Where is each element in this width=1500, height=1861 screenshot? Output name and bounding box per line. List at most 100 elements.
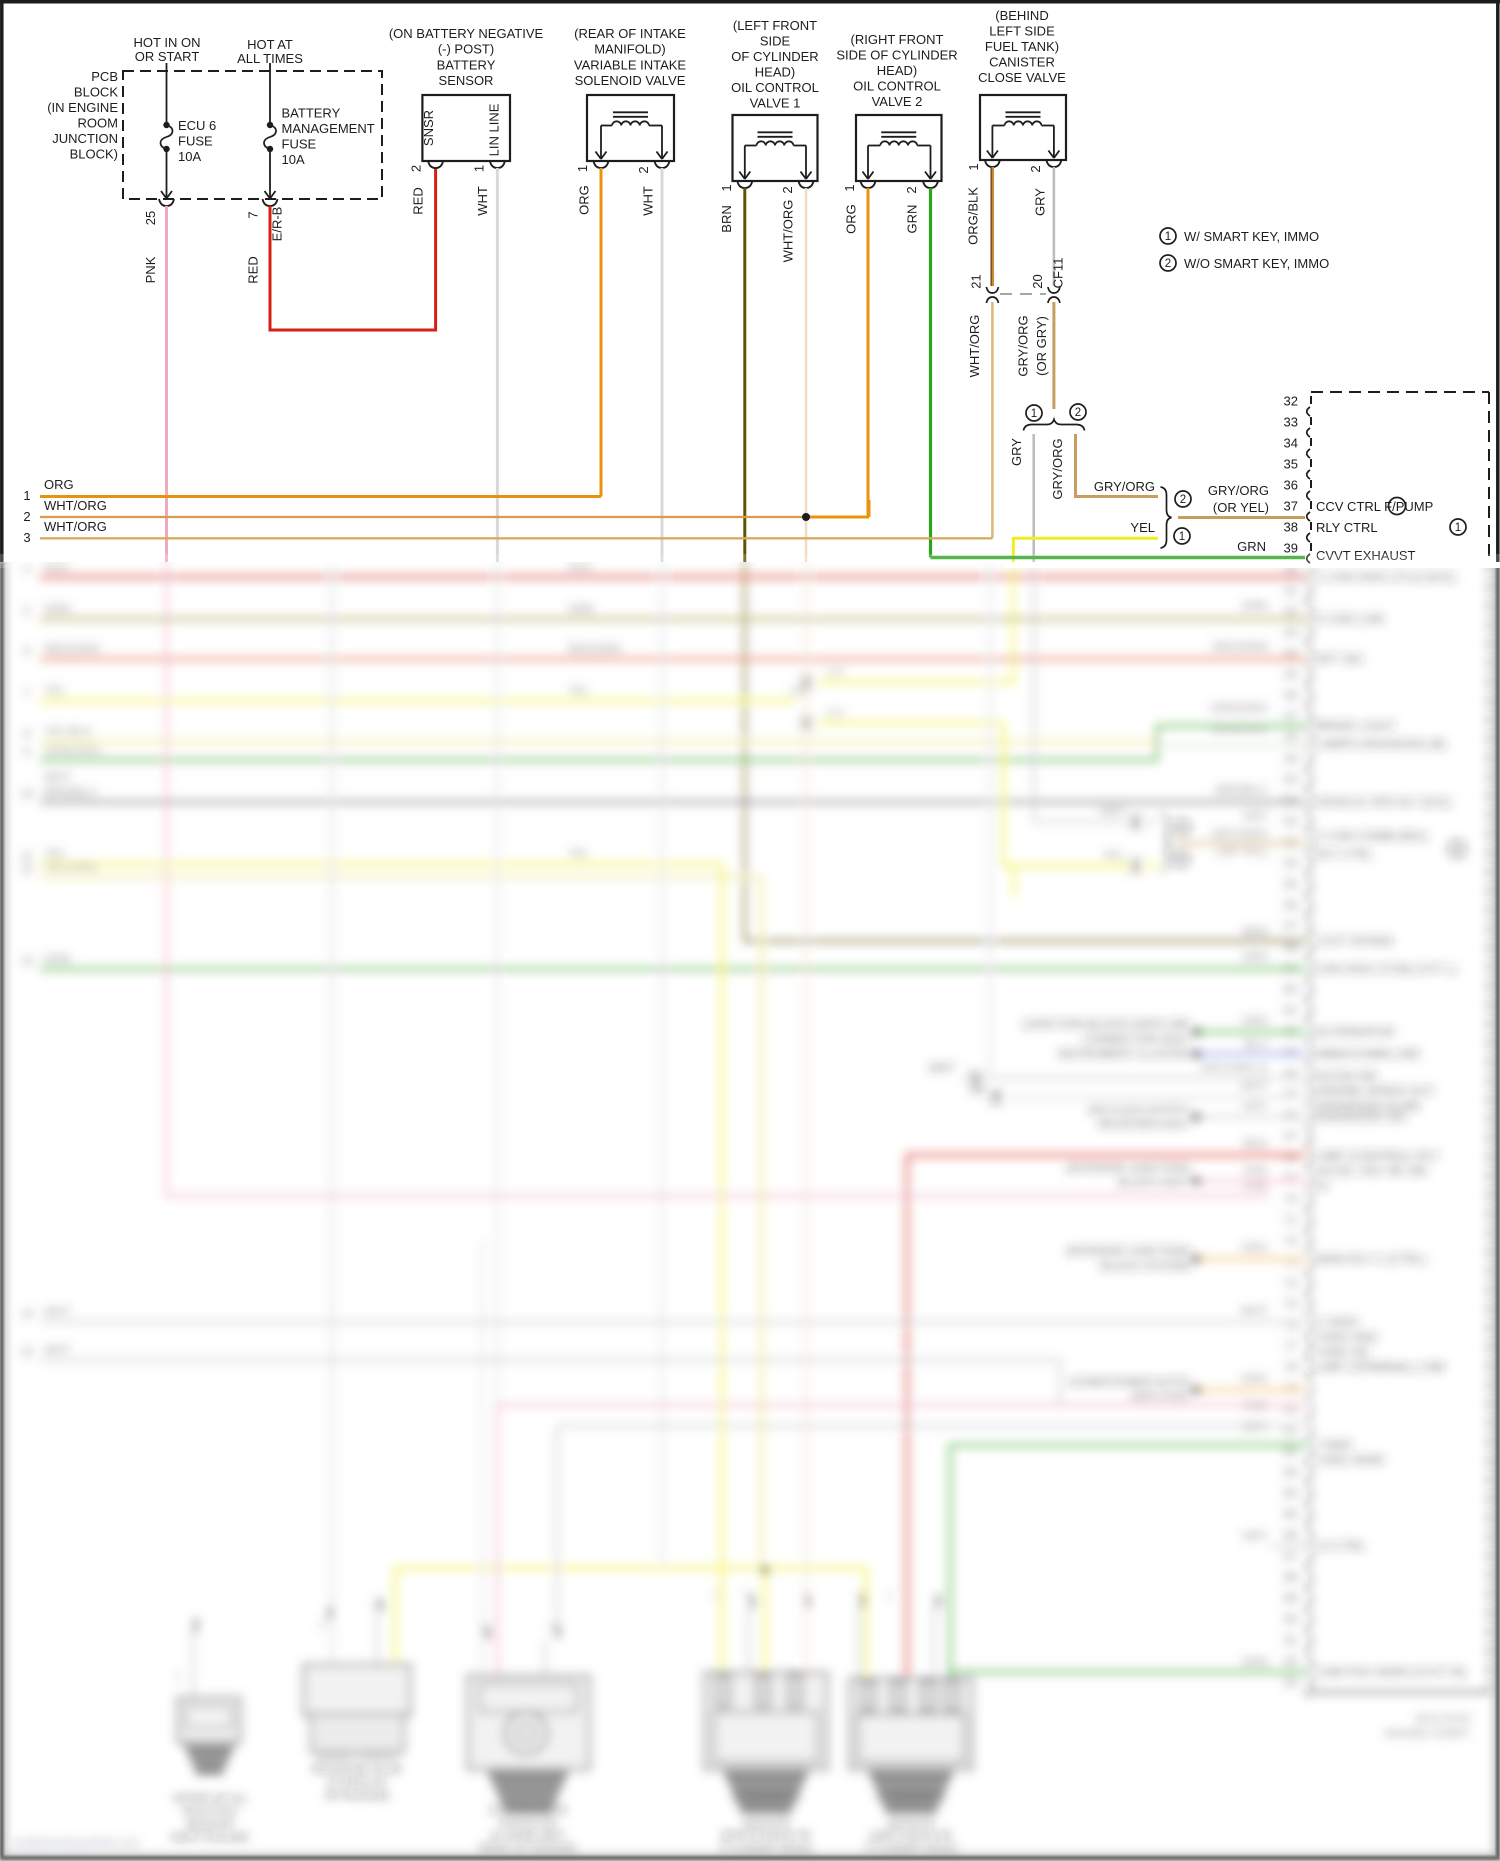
svg-text:2: 2 [409, 165, 424, 172]
svg-text:BRAKE LIGHT: BRAKE LIGHT [1316, 719, 1396, 733]
svg-text:78: 78 [1284, 1360, 1298, 1375]
svg-text:W/ SMART KEY, IMMO: W/ SMART KEY, IMMO [1184, 229, 1319, 244]
svg-text:PNK: PNK [1243, 1164, 1268, 1178]
svg-text:GRY: GRY [1242, 1529, 1268, 1543]
svg-text:72: 72 [1284, 1234, 1298, 1249]
svg-text:CVVT EXHAUST: CVVT EXHAUST [1316, 548, 1416, 563]
svg-text:(-) POST): (-) POST) [438, 42, 494, 57]
svg-text:MANAGEMENT: MANAGEMENT [282, 121, 375, 136]
svg-text:CVVT INTAKE: CVVT INTAKE [1316, 934, 1394, 948]
svg-text:BATTERY: BATTERY [437, 57, 496, 72]
svg-text:RECEIVER ASSY: RECEIVER ASSY [1098, 1119, 1190, 1131]
svg-text:89: 89 [1284, 1591, 1298, 1606]
svg-text:CANISTER: CANISTER [989, 55, 1055, 70]
svg-text:CAN HIGH (TCM) (VVT L): CAN HIGH (TCM) (VVT L) [1316, 962, 1456, 976]
svg-text:1: 1 [1165, 231, 1171, 243]
svg-text:VEHICLE SPD ALT (E31): VEHICLE SPD ALT (E31) [1316, 795, 1452, 809]
svg-text:75: 75 [1284, 1297, 1298, 1312]
svg-text:11: 11 [21, 849, 34, 863]
svg-text:77: 77 [1284, 1339, 1298, 1354]
svg-text:WHT: WHT [44, 1305, 72, 1319]
svg-text:12: 12 [20, 862, 34, 876]
svg-text:C-HIGH: C-HIGH [1316, 1315, 1359, 1329]
svg-text:ORG: ORG [1241, 1372, 1268, 1386]
svg-text:ORG: ORG [577, 185, 592, 215]
svg-text:2: 2 [857, 1590, 863, 1601]
svg-text:YEL: YEL [1102, 849, 1125, 863]
svg-text:E/R-B: E/R-B [270, 207, 285, 242]
svg-text:54: 54 [1284, 856, 1298, 871]
svg-text:GRN: GRN [1241, 1655, 1268, 1669]
svg-text:(LOWER LEFT: (LOWER LEFT [491, 1830, 565, 1842]
svg-text:CAN2 SNSR: CAN2 SNSR [1316, 1453, 1385, 1467]
svg-text:ALL TIMES: ALL TIMES [237, 51, 303, 66]
svg-text:56: 56 [1284, 898, 1298, 913]
svg-text:OF ENGINE): OF ENGINE) [325, 1790, 389, 1802]
svg-text:SENSOR: SENSOR [888, 1817, 935, 1829]
svg-text:2: 2 [780, 186, 795, 193]
svg-text:GRY: GRY [1242, 1099, 1268, 1113]
svg-text:1: 1 [1179, 823, 1185, 835]
svg-text:58: 58 [1284, 940, 1298, 955]
svg-text:(RIGHT FRONT: (RIGHT FRONT [851, 32, 944, 47]
svg-text:LH CTRL: LH CTRL [1316, 1539, 1366, 1553]
svg-text:VALVE 1: VALVE 1 [750, 96, 801, 111]
svg-text:YEL/BLK: YEL/BLK [44, 725, 93, 739]
svg-text:92: 92 [1284, 1654, 1298, 1669]
svg-text:(LEFT FRONT: (LEFT FRONT [733, 18, 817, 33]
svg-text:GRN/ORG: GRN/ORG [44, 743, 101, 757]
svg-text:91: 91 [1284, 1633, 1298, 1648]
svg-text:BRN/BLU: BRN/BLU [44, 785, 96, 799]
svg-text:1: 1 [966, 163, 981, 170]
svg-text:46: 46 [1284, 688, 1298, 703]
svg-text:1: 1 [1179, 531, 1185, 543]
svg-text:SENSOR: SENSOR [743, 1817, 790, 1829]
svg-text:LIMP (TERMINAL) LINE: LIMP (TERMINAL) LINE [1316, 1360, 1446, 1374]
svg-text:IG: IG [1316, 1179, 1329, 1193]
svg-text:HEAD): HEAD) [755, 65, 795, 80]
svg-text:DIAGNOSIS KLINE: DIAGNOSIS KLINE [1316, 1099, 1421, 1113]
svg-text:1: 1 [548, 1622, 554, 1633]
svg-text:POSITION: POSITION [885, 1804, 938, 1816]
svg-text:1: 1 [742, 1590, 748, 1601]
svg-text:GRY/ORG &: GRY/ORG & [1200, 1061, 1268, 1075]
svg-text:CRANK SH (L): CRANK SH (L) [173, 1793, 246, 1805]
svg-text:49: 49 [1284, 751, 1298, 766]
svg-text:WHT: WHT [1241, 1304, 1269, 1318]
svg-text:1: 1 [1455, 522, 1461, 534]
svg-text:DIAGNOSIS SIG: DIAGNOSIS SIG [1316, 1110, 1407, 1124]
svg-text:OIL CONTROL: OIL CONTROL [731, 80, 819, 95]
svg-text:OR START: OR START [135, 49, 200, 64]
svg-text:63: 63 [1284, 1045, 1298, 1060]
svg-text:RED: RED [1243, 1137, 1269, 1151]
svg-text:REAR OF ENGINE): REAR OF ENGINE) [479, 1843, 577, 1855]
svg-text:WHT: WHT [44, 770, 72, 784]
svg-text:2: 2 [1178, 853, 1184, 865]
svg-text:WHT: WHT [641, 186, 656, 216]
svg-text:13: 13 [20, 954, 34, 968]
svg-text:YEL/GRN: YEL/GRN [44, 860, 97, 874]
svg-text:C20: C20 [826, 709, 845, 720]
svg-text:60: 60 [1284, 982, 1298, 997]
svg-text:43: 43 [1284, 625, 1298, 640]
svg-text:(OR YEL): (OR YEL) [1216, 844, 1268, 858]
svg-text:WHT/ORG: WHT/ORG [44, 498, 107, 513]
svg-text:(OR YEL): (OR YEL) [1213, 500, 1269, 515]
svg-text:(RIGHT REAR OF: (RIGHT REAR OF [721, 1830, 811, 1842]
svg-text:(CAMSHAFT): (CAMSHAFT) [732, 1791, 800, 1803]
svg-text:HOT IN ON: HOT IN ON [134, 35, 201, 50]
svg-text:34: 34 [1284, 436, 1298, 451]
svg-text:YEL: YEL [44, 684, 67, 698]
svg-text:2: 2 [23, 509, 30, 524]
svg-text:ORG: ORG [1241, 1241, 1268, 1255]
svg-text:7: 7 [246, 211, 261, 218]
svg-text:C-CAN COMM (B31): C-CAN COMM (B31) [1316, 829, 1428, 843]
svg-text:45: 45 [1284, 667, 1298, 682]
svg-text:E-CAN LOW: E-CAN LOW [1316, 612, 1385, 626]
svg-text:44: 44 [1284, 646, 1298, 661]
svg-text:55: 55 [1284, 877, 1298, 892]
svg-text:87: 87 [1284, 1549, 1298, 1564]
svg-text:AMPLIFIER: AMPLIFIER [1129, 1392, 1190, 1404]
svg-text:2: 2 [1180, 494, 1186, 506]
svg-text:GRN/ORG: GRN/ORG [1211, 722, 1268, 736]
